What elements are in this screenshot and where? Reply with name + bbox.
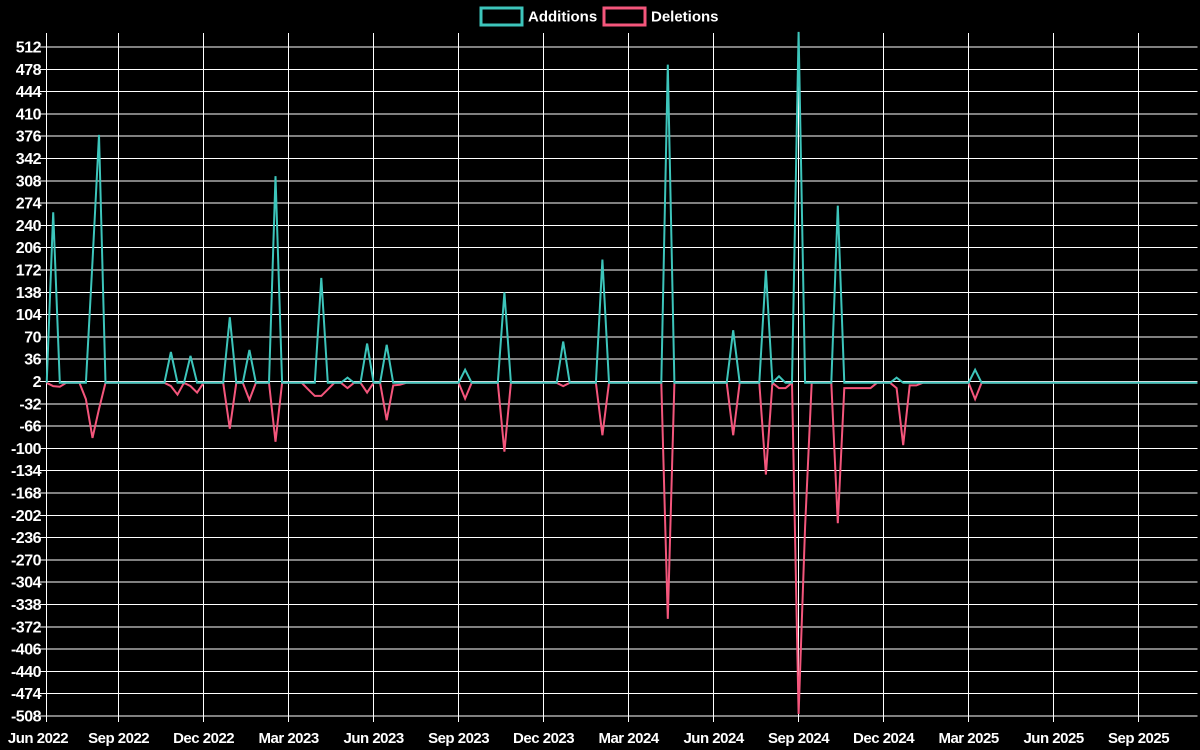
- y-axis-tick-label: 342: [16, 151, 42, 168]
- legend-swatch-deletions[interactable]: [602, 6, 647, 27]
- y-axis-tick-label: 376: [16, 129, 42, 146]
- y-axis-tick-label: 206: [16, 240, 42, 257]
- y-axis-tick-label: 444: [16, 84, 42, 101]
- legend-swatch-additions[interactable]: [479, 6, 524, 27]
- y-axis-tick-label: 104: [16, 307, 42, 324]
- y-axis-tick-label: 274: [16, 196, 42, 213]
- x-axis-tick-label: Dec 2022: [173, 730, 234, 747]
- legend-label-additions[interactable]: Additions: [528, 9, 597, 26]
- x-axis-tick-label: Mar 2024: [598, 730, 659, 747]
- y-axis-tick-label: 478: [16, 62, 42, 79]
- series-line-additions: [45, 31, 1198, 386]
- x-axis-tick-label: Jun 2025: [1023, 730, 1083, 747]
- y-axis-tick-label: -134: [11, 463, 42, 480]
- y-axis-tick-label: 410: [16, 106, 42, 123]
- x-axis-tick-label: Sep 2023: [428, 730, 489, 747]
- y-axis-tick-label: -508: [11, 709, 42, 726]
- y-axis-tick-label: -440: [11, 664, 42, 681]
- y-axis-tick-label: 172: [16, 263, 42, 280]
- y-axis-tick-label: -202: [11, 508, 42, 525]
- x-axis-tick-label: Jun 2022: [8, 730, 68, 747]
- x-axis-tick-label: Sep 2022: [88, 730, 149, 747]
- y-axis-tick-label: -372: [11, 619, 42, 636]
- y-axis-tick-label: -338: [11, 597, 42, 614]
- x-axis-tick-label: Jun 2024: [683, 730, 744, 747]
- y-axis-tick-label: -168: [11, 486, 42, 503]
- y-axis-tick-label: 138: [16, 285, 42, 302]
- x-axis-tick-label: Jun 2023: [343, 730, 403, 747]
- legend-label-deletions[interactable]: Deletions: [651, 9, 719, 26]
- y-axis-tick-label: 308: [16, 173, 42, 190]
- y-axis-tick-label: 36: [24, 352, 41, 369]
- x-axis-tick-label: Mar 2023: [258, 730, 318, 747]
- y-axis-tick-label: -32: [19, 396, 41, 413]
- x-axis-tick-label: Sep 2024: [768, 730, 830, 747]
- y-axis-tick-label: 512: [16, 40, 42, 57]
- y-axis-tick-label: -406: [11, 642, 42, 659]
- y-axis-tick-label: -474: [11, 686, 42, 703]
- y-axis-tick-label: -270: [11, 552, 42, 569]
- y-axis-tick-label: -100: [11, 441, 42, 458]
- y-axis-tick-label: -66: [19, 419, 41, 436]
- x-axis-tick-label: Dec 2024: [853, 730, 915, 747]
- y-axis-tick-label: -236: [11, 530, 42, 547]
- y-axis-tick-label: 240: [16, 218, 42, 235]
- series-line-deletions: [46, 380, 1198, 715]
- y-axis-tick-label: -304: [11, 575, 42, 592]
- x-axis-tick-label: Dec 2023: [513, 730, 574, 747]
- x-axis-tick-label: Mar 2025: [938, 730, 998, 747]
- x-axis-tick-label: Sep 2025: [1108, 730, 1169, 747]
- y-axis-tick-label: 70: [24, 329, 41, 346]
- y-axis-tick-label: 2: [33, 374, 42, 391]
